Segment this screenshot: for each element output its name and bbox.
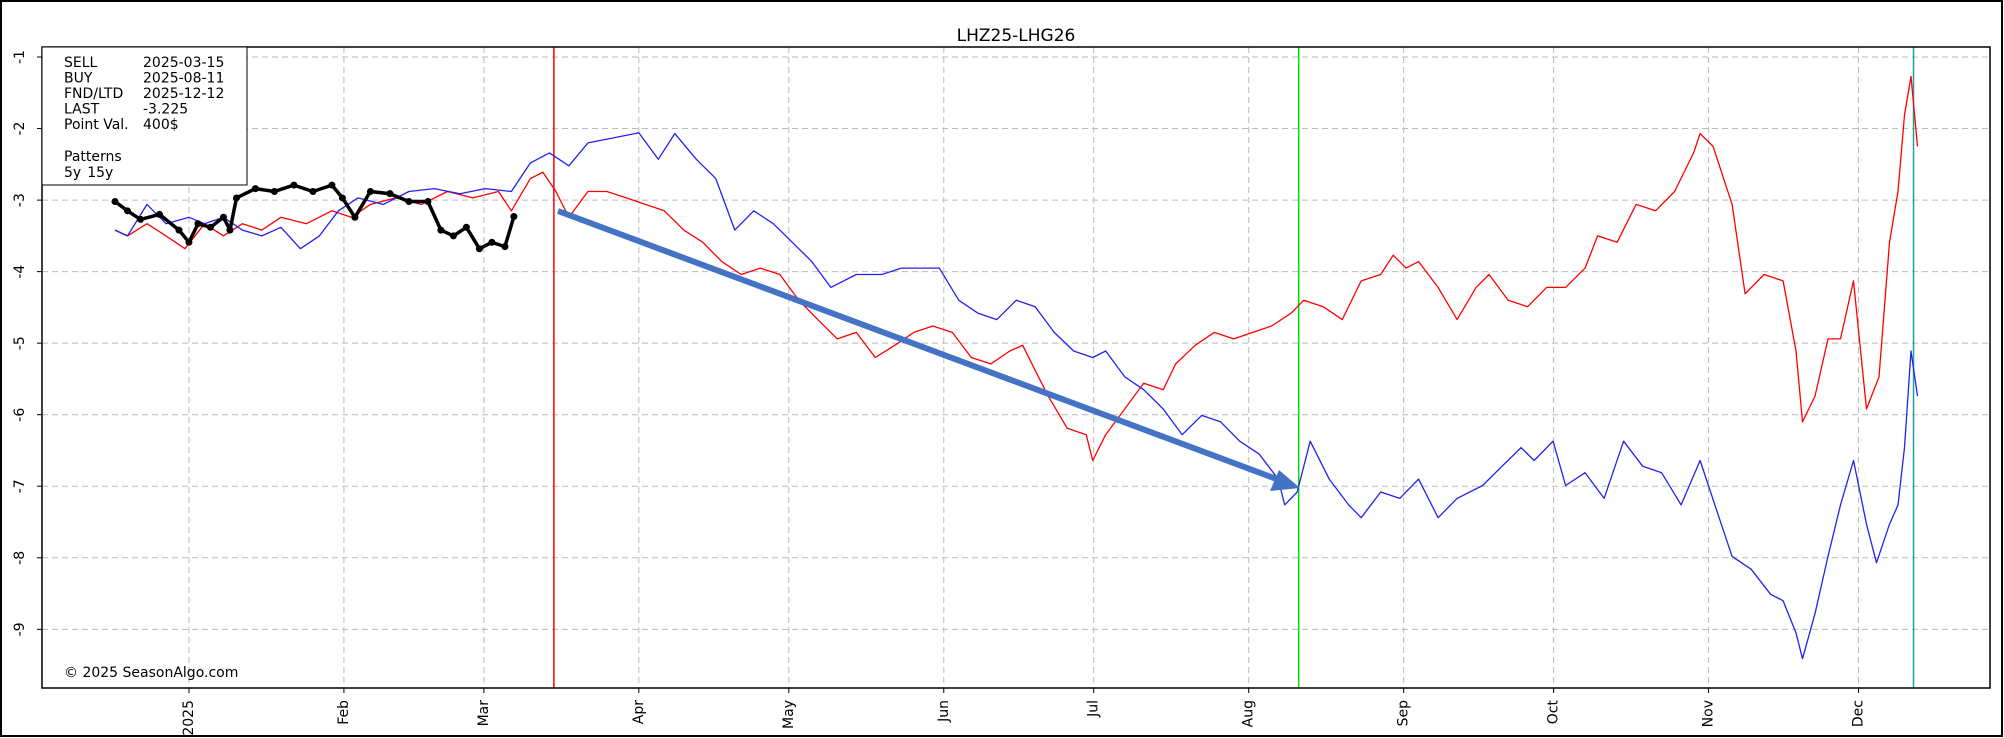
data-point (185, 238, 193, 246)
data-point (405, 198, 413, 206)
data-point (366, 188, 374, 196)
legend-title: Patterns (64, 149, 122, 165)
legend-entry: 5y (64, 165, 81, 181)
legend: SELL 2025-03-15 BUY 2025-08-11 FND/LTD 2025-1… (64, 55, 224, 181)
x-tick-label: Aug (1241, 700, 1257, 727)
x-tick-label: Oct (1546, 700, 1562, 725)
series (111, 75, 1919, 660)
x-tick-label: Apr (631, 700, 647, 724)
data-point (136, 215, 144, 223)
info-label: FND/LTD (64, 86, 123, 102)
x-tick-label: May (781, 700, 797, 729)
info-value: 2025-03-15 (143, 55, 224, 71)
info-value: 400$ (143, 117, 179, 133)
info-label: LAST (64, 102, 100, 118)
info-value: -3.225 (143, 102, 188, 118)
y-tick-label: -8 (12, 551, 28, 565)
data-point (219, 213, 227, 221)
data-point (510, 213, 518, 221)
data-point (232, 194, 240, 202)
copyright: © 2025 SeasonAlgo.com (64, 665, 238, 681)
series-line (114, 75, 1919, 462)
data-point (175, 226, 183, 234)
data-point (328, 181, 336, 189)
data-point (449, 232, 457, 240)
data-point (462, 223, 470, 231)
data-point (226, 226, 234, 234)
x-tick-label: Feb (336, 700, 352, 725)
data-point (488, 238, 496, 246)
y-tick-label: -9 (12, 622, 28, 636)
x-tick-label: Jun (936, 700, 952, 723)
data-point (270, 188, 278, 196)
data-point (424, 198, 432, 206)
legend-entry: 15y (87, 165, 113, 181)
data-point (251, 185, 259, 193)
y-tick-label: -5 (12, 336, 28, 350)
x-tick-label: Jul (1086, 700, 1102, 718)
y-tick-label: -3 (12, 193, 28, 207)
info-label: SELL (64, 55, 98, 71)
y-tick-label: -4 (12, 265, 28, 279)
trend-arrow-head (1270, 470, 1300, 491)
x-tick-label: 2025 (181, 700, 197, 736)
data-point (155, 210, 163, 218)
info-value: 2025-08-11 (143, 71, 224, 87)
plot-frame (41, 46, 1991, 689)
data-point (351, 213, 359, 221)
x-tick-label: Nov (1701, 700, 1717, 727)
trend-arrow (556, 208, 1292, 487)
data-point (475, 245, 483, 253)
data-point (194, 220, 202, 228)
data-point (123, 207, 131, 215)
chart-title: LHZ25-LHG26 (957, 26, 1076, 46)
data-point (111, 198, 119, 206)
series-line (114, 132, 1919, 660)
data-point (437, 226, 445, 234)
data-point (309, 188, 317, 196)
x-tick-label: Dec (1851, 700, 1867, 727)
data-point (206, 223, 214, 231)
info-label: Point Val. (64, 117, 129, 133)
data-point (338, 194, 346, 202)
data-point (290, 181, 298, 189)
x-tick-label: Sep (1396, 700, 1412, 727)
grid (37, 47, 1990, 693)
y-tick-label: -1 (12, 50, 28, 64)
y-tick-label: -2 (12, 122, 28, 136)
info-value: 2025-12-12 (143, 86, 224, 102)
y-tick-label: -7 (12, 479, 28, 493)
legend-box (41, 46, 248, 186)
x-tick-label: Mar (476, 700, 492, 727)
y-tick-label: -6 (12, 408, 28, 422)
info-label: BUY (64, 71, 93, 87)
data-point (501, 243, 509, 251)
data-point (386, 190, 394, 198)
